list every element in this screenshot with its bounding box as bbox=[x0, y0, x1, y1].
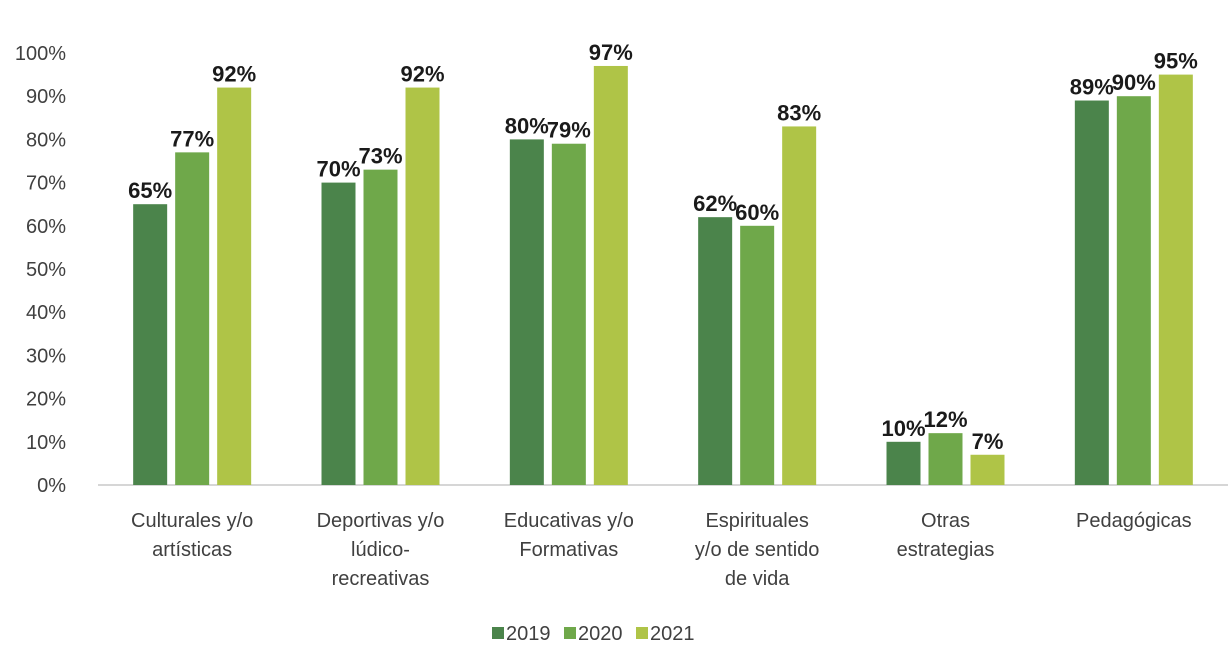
y-tick-label: 70% bbox=[26, 173, 66, 195]
data-label-2019-1: 70% bbox=[316, 157, 360, 182]
bar-2020-5 bbox=[1116, 96, 1151, 485]
y-axis: 0% 10% 20% 30% 40% 50% 60% 70% 80% 90% 100% bbox=[15, 43, 66, 497]
category-label: Espirituales bbox=[705, 510, 808, 532]
data-label-2019-2: 80% bbox=[505, 113, 549, 138]
bar-2020-2 bbox=[551, 143, 586, 485]
legend-swatch-2021 bbox=[636, 627, 648, 639]
y-tick-label: 0% bbox=[37, 475, 66, 497]
category-label: y/o de sentido bbox=[695, 539, 820, 561]
category-label: Formativas bbox=[519, 539, 618, 561]
bar-2021-5 bbox=[1158, 74, 1193, 485]
y-tick-label: 40% bbox=[26, 302, 66, 324]
data-label-2021-2: 97% bbox=[589, 40, 633, 65]
bar-2019-4 bbox=[886, 441, 921, 485]
data-label-2019-3: 62% bbox=[693, 191, 737, 216]
category-label: Pedagógicas bbox=[1076, 510, 1192, 532]
bars bbox=[133, 65, 1193, 486]
category-label: lúdico- bbox=[351, 539, 410, 561]
legend-swatch-2019 bbox=[492, 627, 504, 639]
data-label-2021-1: 92% bbox=[400, 62, 444, 87]
data-label-2020-0: 77% bbox=[170, 126, 214, 151]
y-tick-label: 80% bbox=[26, 129, 66, 151]
legend-label-2021: 2021 bbox=[650, 623, 695, 645]
x-axis-categories: Culturales y/o artísticas Deportivas y/o lú… bbox=[131, 510, 1192, 590]
category-label: Deportivas y/o bbox=[317, 510, 445, 532]
data-label-2020-1: 73% bbox=[358, 144, 402, 169]
bar-2020-0 bbox=[175, 152, 210, 486]
bar-2021-1 bbox=[405, 87, 440, 485]
category-label: Educativas y/o bbox=[504, 510, 634, 532]
data-label-2020-2: 79% bbox=[547, 118, 591, 143]
legend-label-2020: 2020 bbox=[578, 623, 623, 645]
y-tick-label: 100% bbox=[15, 43, 66, 65]
data-label-2019-5: 89% bbox=[1070, 75, 1114, 100]
y-tick-label: 30% bbox=[26, 345, 66, 367]
legend-label-2019: 2019 bbox=[506, 623, 551, 645]
bar-2019-3 bbox=[698, 217, 733, 485]
category-label: artísticas bbox=[152, 539, 232, 561]
bar-2019-0 bbox=[133, 204, 168, 485]
data-label-2020-5: 90% bbox=[1112, 70, 1156, 95]
category-label: Culturales y/o bbox=[131, 510, 253, 532]
bar-2021-4 bbox=[970, 454, 1005, 485]
data-label-2019-0: 65% bbox=[128, 178, 172, 203]
category-label: Otras bbox=[921, 510, 970, 532]
data-labels: 65% 77% 92% 70%73% 92% 80%79% 97% 62%60% 83% 10%1… bbox=[128, 40, 1198, 454]
bar-2021-3 bbox=[782, 126, 817, 485]
bar-2020-4 bbox=[928, 433, 963, 485]
bar-2020-3 bbox=[740, 225, 775, 486]
bar-2021-0 bbox=[217, 87, 252, 485]
category-label: estrategias bbox=[897, 539, 995, 561]
data-label-2020-3: 60% bbox=[735, 200, 779, 225]
y-tick-label: 60% bbox=[26, 216, 66, 238]
data-label-2021-4: 7% bbox=[972, 429, 1004, 454]
legend: 2019 2020 2021 bbox=[492, 623, 695, 645]
bar-2019-5 bbox=[1074, 100, 1109, 486]
bar-2019-1 bbox=[321, 182, 356, 485]
category-label: recreativas bbox=[332, 568, 430, 590]
y-tick-label: 10% bbox=[26, 432, 66, 454]
y-tick-label: 20% bbox=[26, 389, 66, 411]
bar-2021-2 bbox=[593, 65, 628, 486]
category-label: de vida bbox=[725, 568, 790, 590]
data-label-2020-4: 12% bbox=[923, 407, 967, 432]
bar-2020-1 bbox=[363, 169, 398, 485]
bar-2019-2 bbox=[509, 139, 544, 485]
data-label-2021-3: 83% bbox=[777, 100, 821, 125]
data-label-2019-4: 10% bbox=[881, 416, 925, 441]
data-label-2021-5: 95% bbox=[1154, 49, 1198, 74]
data-label-2021-0: 92% bbox=[212, 62, 256, 87]
y-tick-label: 50% bbox=[26, 259, 66, 281]
y-tick-label: 90% bbox=[26, 86, 66, 108]
legend-swatch-2020 bbox=[564, 627, 576, 639]
